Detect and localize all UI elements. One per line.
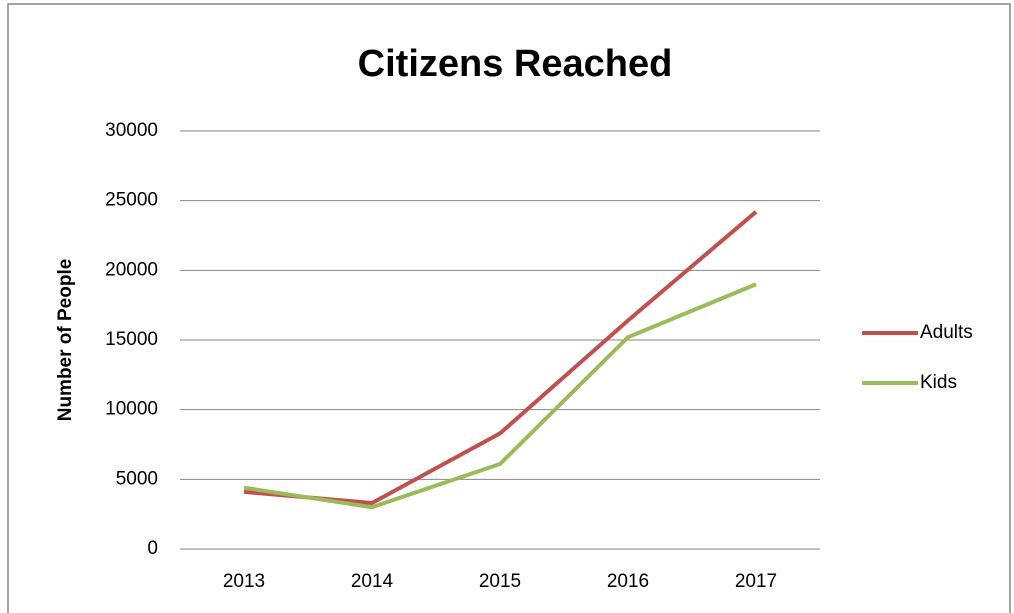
- x-tick-label: 2014: [351, 571, 394, 592]
- y-tick-label: 25000: [105, 190, 158, 211]
- chart-frame: [7, 3, 1011, 613]
- y-tick-label: 20000: [105, 259, 158, 280]
- x-tick-label: 2017: [735, 571, 777, 592]
- legend-label: Kids: [920, 372, 957, 393]
- x-tick-label: 2015: [479, 571, 521, 592]
- y-tick-label: 30000: [105, 120, 158, 141]
- y-tick-label: 0: [147, 538, 158, 559]
- x-tick-label: 2013: [223, 571, 265, 592]
- legend-label: Adults: [920, 322, 973, 343]
- y-tick-label: 15000: [105, 329, 158, 350]
- x-tick-label: 2016: [607, 571, 649, 592]
- y-tick-label: 10000: [105, 399, 158, 420]
- y-tick-label: 5000: [116, 468, 158, 489]
- data-line: [243, 282, 757, 510]
- y-axis-label: Number of People: [55, 259, 76, 422]
- chart-title: Citizens Reached: [358, 43, 673, 85]
